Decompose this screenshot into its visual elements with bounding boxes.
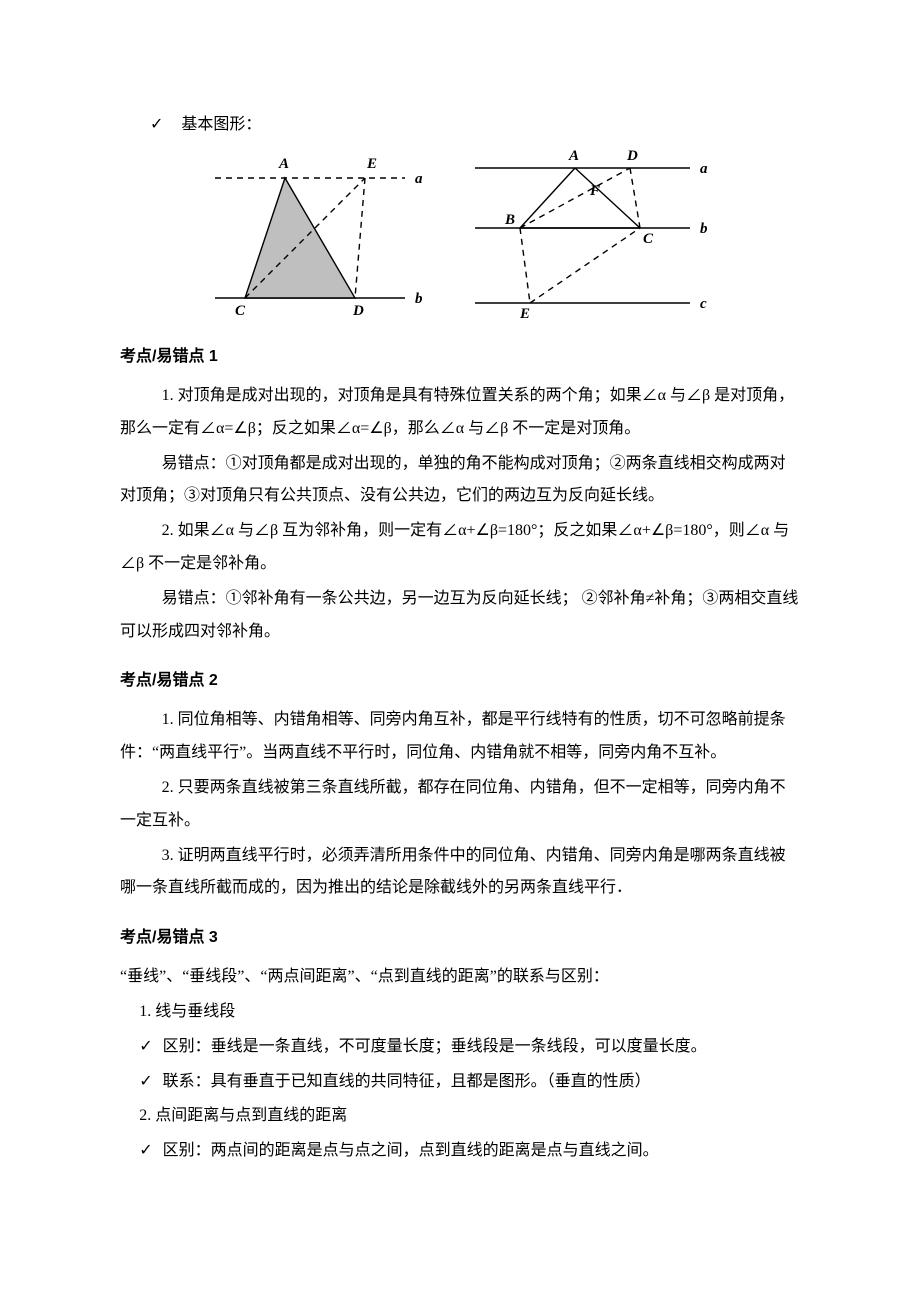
svg-text:E: E: [519, 306, 530, 318]
s3-g1-diff: ✓区别：垂线是一条直线，不可度量长度；垂线段是一条线段，可以度量长度。: [120, 1031, 800, 1064]
s3-intro: “垂线”、“垂线段”、“两点间距离”、“点到直线的距离”的联系与区别：: [120, 961, 800, 994]
s1-line-4: 易错点：①邻补角有一条公共边，另一边互为反向延长线； ②邻补角≠补角；③两相交直…: [120, 583, 800, 649]
bullet-basic-figures: ✓ 基本图形：: [150, 110, 800, 134]
svg-text:a: a: [700, 161, 708, 177]
s2-line-1: 1. 同位角相等、内错角相等、同旁内角互补，都是平行线特有的性质，切不可忽略前提…: [120, 704, 800, 770]
svg-text:D: D: [352, 303, 364, 318]
s2-line-3: 3. 证明两直线平行时，必须弄清所用条件中的同位角、内错角、同旁内角是哪两条直线…: [120, 840, 800, 906]
s1-line-3: 2. 如果∠α 与∠β 互为邻补角，则一定有∠α+∠β=180°；反之如果∠α+…: [120, 515, 800, 581]
svg-text:b: b: [700, 221, 708, 237]
s1-line-1: 1. 对顶角是成对出现的，对顶角是具有特殊位置关系的两个角；如果∠α 与∠β 是…: [120, 380, 800, 446]
s3-g2-title: 2. 点间距离与点到直线的距离: [120, 1100, 800, 1133]
bullet-label: 基本图形：: [181, 116, 261, 133]
svg-text:D: D: [626, 148, 638, 164]
svg-text:c: c: [700, 296, 707, 312]
check-icon: ✓: [139, 1073, 152, 1090]
figure-right: a b c A D B C F E: [465, 148, 715, 318]
svg-text:b: b: [415, 291, 423, 307]
section-2-title: 考点/易错点 2: [120, 666, 800, 690]
s3-g1-rel: ✓联系：具有垂直于已知直线的共同特征，且都是图形。（垂直的性质）: [120, 1066, 800, 1099]
svg-text:C: C: [235, 303, 246, 318]
s1-line-2: 易错点：①对顶角都是成对出现的，单独的角不能构成对顶角；②两条直线相交构成两对对…: [120, 448, 800, 514]
check-icon: ✓: [139, 1142, 152, 1159]
svg-text:A: A: [568, 148, 579, 164]
section-1-title: 考点/易错点 1: [120, 342, 800, 366]
figures-row: a b A E C D a b c A D B C F E: [120, 148, 800, 318]
section-3-title: 考点/易错点 3: [120, 923, 800, 947]
svg-text:F: F: [589, 183, 600, 199]
s3-g2-diff: ✓区别：两点间的距离是点与点之间，点到直线的距离是点与直线之间。: [120, 1135, 800, 1168]
s2-line-2: 2. 只要两条直线被第三条直线所截，都存在同位角、内错角，但不一定相等，同旁内角…: [120, 772, 800, 838]
svg-text:A: A: [278, 156, 289, 172]
svg-text:B: B: [504, 212, 515, 228]
s3-g1-title: 1. 线与垂线段: [120, 996, 800, 1029]
check-icon: ✓: [139, 1038, 152, 1055]
svg-text:C: C: [643, 231, 654, 247]
figure-left: a b A E C D: [205, 148, 425, 318]
svg-text:E: E: [366, 156, 377, 172]
check-icon: ✓: [150, 116, 163, 133]
svg-text:a: a: [415, 171, 423, 187]
